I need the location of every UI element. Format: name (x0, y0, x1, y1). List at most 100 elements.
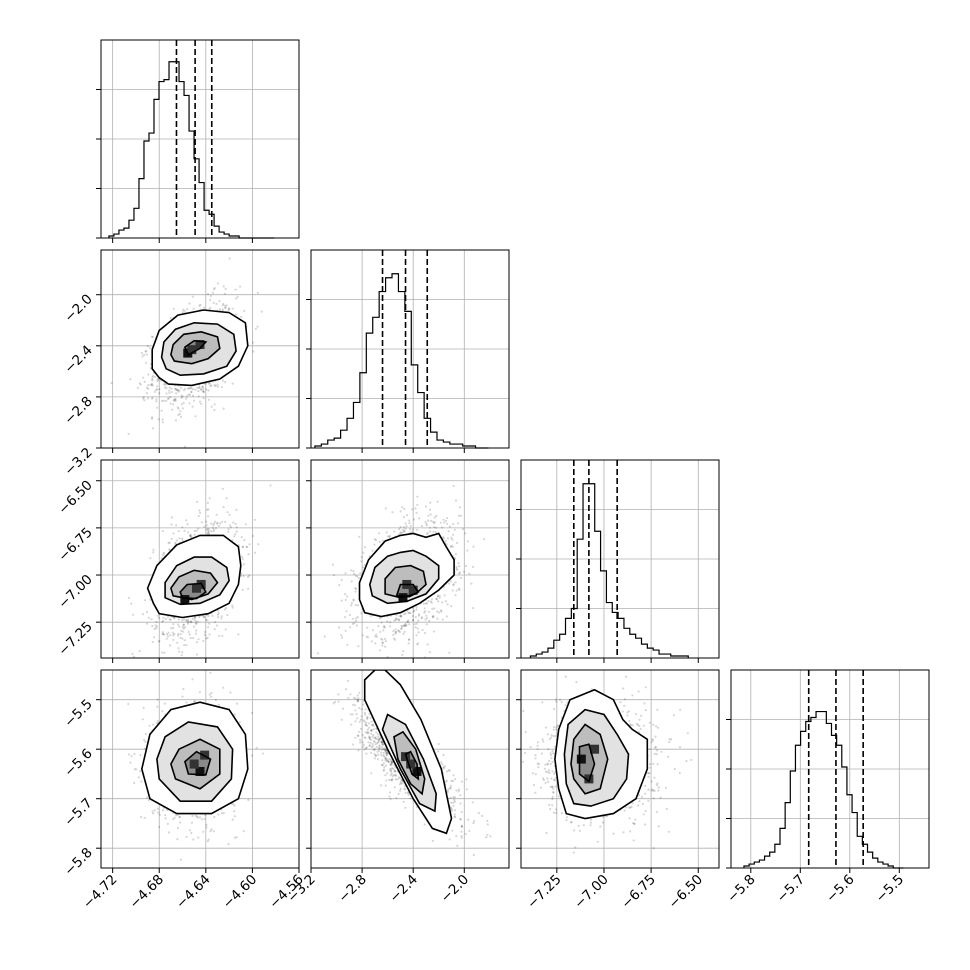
sample-point (396, 629, 400, 632)
sample-point (221, 379, 224, 382)
histogram-step (529, 483, 689, 658)
sample-point (427, 514, 430, 517)
sample-point (405, 514, 409, 517)
sample-point (222, 285, 225, 288)
sample-point (182, 389, 185, 392)
sample-point (171, 408, 174, 411)
sample-point (224, 287, 227, 290)
sample-point (357, 645, 360, 648)
sample-point (403, 624, 407, 627)
sample-point (231, 604, 234, 607)
sample-point (162, 619, 165, 622)
sample-point (152, 374, 155, 377)
sample-point (130, 755, 133, 758)
sample-point (185, 395, 188, 398)
sample-point (190, 821, 194, 824)
hist-panel-4 (726, 669, 930, 869)
sample-point (431, 615, 434, 618)
sample-point (438, 596, 441, 599)
sample-point (234, 533, 237, 536)
sample-point (209, 306, 212, 309)
sample-point (175, 524, 178, 527)
sample-point (383, 624, 386, 627)
sample-point (442, 518, 445, 521)
sample-point (424, 618, 427, 621)
contour-line (358, 532, 455, 618)
sample-point (168, 618, 171, 621)
sample-point (458, 588, 461, 592)
sample-point (221, 487, 224, 490)
sample-point (211, 526, 214, 530)
sample-point (182, 687, 185, 691)
sample-point (177, 632, 180, 636)
sample-point (208, 633, 211, 636)
sample-point (151, 624, 154, 628)
sample-point (203, 630, 206, 634)
sample-point (333, 574, 336, 577)
sample-point (152, 723, 155, 726)
hist-panel-1 (96, 39, 300, 239)
sample-point (156, 406, 159, 409)
sample-point (399, 525, 402, 529)
sample-point (212, 522, 216, 525)
sample-point (452, 533, 455, 536)
sample-point (403, 625, 406, 628)
sample-point (369, 614, 372, 618)
sample-point (165, 387, 168, 390)
sample-point (177, 623, 180, 626)
sample-point (161, 710, 164, 713)
sample-point (236, 295, 239, 298)
sample-point (364, 546, 367, 549)
sample-point (177, 647, 180, 650)
sample-point (348, 613, 351, 617)
sample-point (359, 572, 362, 575)
sample-point (401, 625, 404, 628)
sample-point (385, 531, 388, 534)
sample-point (227, 843, 230, 846)
sample-point (151, 810, 154, 813)
sample-point (180, 387, 183, 390)
sample-point (214, 527, 218, 530)
sample-point (154, 624, 157, 627)
sample-point (189, 533, 192, 536)
sample-point (173, 387, 176, 390)
sample-point (169, 618, 172, 621)
sample-point (151, 416, 154, 419)
sample-point (207, 615, 210, 618)
contour-line (164, 556, 230, 606)
sample-point (458, 565, 461, 568)
sample-point (408, 623, 411, 626)
sample-point (203, 633, 206, 637)
sample-point (141, 718, 144, 721)
sample-point (415, 606, 418, 609)
sample-point (458, 571, 462, 574)
sample-point (206, 619, 209, 622)
sample-point (183, 626, 187, 629)
sample-point (184, 387, 187, 390)
sample-point (205, 528, 208, 531)
sample-point (447, 530, 450, 533)
sample-point (408, 638, 411, 641)
sample-point (458, 506, 462, 509)
sample-point (394, 628, 397, 631)
sample-point (346, 643, 349, 646)
sample-point (424, 520, 427, 523)
sample-point (413, 609, 416, 612)
sample-point (407, 642, 410, 645)
sample-point (451, 545, 454, 548)
sample-point (247, 553, 250, 556)
sample-point (432, 630, 435, 633)
sample-point (358, 577, 361, 580)
sample-point (360, 612, 363, 615)
sample-point (177, 413, 180, 417)
sample-point (354, 587, 357, 590)
sample-point (226, 511, 229, 514)
histogram-step (314, 273, 489, 449)
sample-point (247, 587, 250, 590)
sample-point (216, 282, 219, 285)
sample-point (227, 309, 230, 312)
sample-point (400, 627, 403, 631)
sample-point (384, 645, 387, 648)
sample-point (205, 618, 208, 621)
sample-point (145, 611, 149, 614)
